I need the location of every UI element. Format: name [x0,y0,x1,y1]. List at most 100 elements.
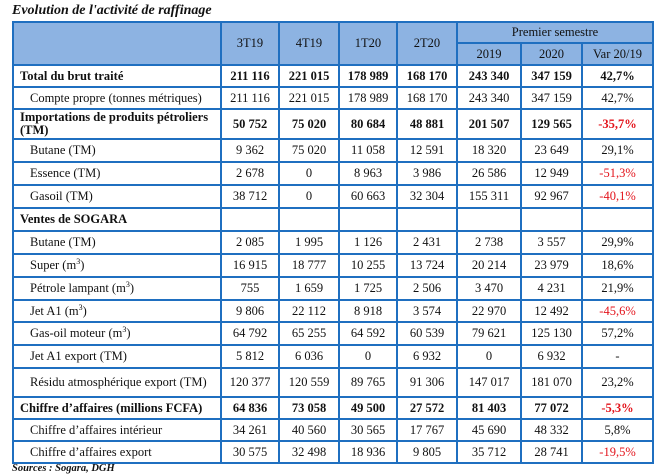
table-cell: 12 949 [520,161,583,186]
row-label: Butane (TM) [12,138,222,163]
table-cell: 125 130 [520,321,583,346]
table-cell: 120 559 [278,367,340,398]
table-cell [456,207,522,232]
table-cell: 40 560 [278,418,340,442]
table-cell: 3 574 [396,299,458,323]
table-cell: 147 017 [456,367,522,398]
table-row: Total du brut traité 211 116 221 015 178 98… [12,64,655,88]
row-label: Jet A1 (m3) [12,299,222,323]
table-cell: 11 058 [338,138,398,163]
table-cell: 64 836 [220,396,280,420]
table-cell: 6 932 [396,344,458,369]
table-cell: 243 340 [456,86,522,110]
table-row: Butane (TM) 9 362 75 020 11 058 12 591 18 320… [12,138,655,163]
table-row: Résidu atmosphérique export (TM) 120 377 1… [12,367,655,398]
table-cell: 50 752 [220,108,280,140]
table-cell: 0 [456,344,522,369]
table-cell: - [580,344,655,369]
table-cell: 243 340 [456,64,522,88]
table-cell: -35,7% [580,108,655,140]
table-cell: 30 575 [220,440,280,464]
table-row: Jet A1 export (TM) 5 812 6 036 0 6 932 0 6 932… [12,344,655,369]
table-cell: 18 777 [278,253,340,278]
row-label: Importations de produits pétroliers (TM) [12,108,222,140]
table-cell: 29,1% [580,138,655,163]
table-cell: 23 649 [520,138,583,163]
table-cell: 27 572 [396,396,458,420]
table-row: Gasoil (TM) 38 712 0 60 663 32 304 155 311 92 … [12,184,655,209]
row-label: Chiffre d’affaires (millions FCFA) [12,396,222,420]
col-header: 2019 [456,42,522,66]
table-cell: 1 995 [278,230,340,255]
table-cell: 22 112 [278,299,340,323]
table-cell: -19,5% [580,440,655,464]
header-empty [12,21,222,66]
table-cell: 92 967 [520,184,583,209]
table-cell: 49 500 [338,396,398,420]
table-cell: 81 403 [456,396,522,420]
table-cell: 18 936 [338,440,398,464]
table-cell: 42,7% [580,86,655,110]
table-cell: 64 592 [338,321,398,346]
table-cell: 26 586 [456,161,522,186]
table-cell: 221 015 [278,86,340,110]
row-label: Chiffre d’affaires intérieur [12,418,222,442]
table-cell: 120 377 [220,367,280,398]
table-cell: 23 979 [520,253,583,278]
table-cell: -51,3% [580,161,655,186]
col-header: 4T19 [278,21,340,66]
table-cell: 48 332 [520,418,583,442]
row-label: Gasoil (TM) [12,184,222,209]
table-cell: 3 986 [396,161,458,186]
table-cell: 45 690 [456,418,522,442]
table-cell: 12 492 [520,299,583,323]
table-cell: 8 963 [338,161,398,186]
table-cell: 32 304 [396,184,458,209]
table-cell: 16 915 [220,253,280,278]
table-row: Compte propre (tonnes métriques) 211 116 2… [12,86,655,110]
source-note: Sources : Sogara, DGH [12,463,115,474]
table-cell: 347 159 [520,86,583,110]
table-cell: 18 320 [456,138,522,163]
table-cell: 211 116 [220,64,280,88]
table-cell: 2 431 [396,230,458,255]
table-cell: 9 362 [220,138,280,163]
row-label: Compte propre (tonnes métriques) [12,86,222,110]
row-label: Pétrole lampant (m3) [12,276,222,301]
table-row: Gas-oil moteur (m3) 64 792 65 255 64 592 60 … [12,321,655,346]
table-cell: 0 [278,184,340,209]
table-cell: 181 070 [520,367,583,398]
row-label: Chiffre d’affaires export [12,440,222,464]
table-row: Essence (TM) 2 678 0 8 963 3 986 26 586 12 949… [12,161,655,186]
table-cell: 2 678 [220,161,280,186]
table-cell: 13 724 [396,253,458,278]
table-cell: 155 311 [456,184,522,209]
row-label: Ventes de SOGARA [12,207,222,232]
table-cell [520,207,583,232]
table-row: Super (m3) 16 915 18 777 10 255 13 724 20 214… [12,253,655,278]
table-cell: 35 712 [456,440,522,464]
table-cell: 0 [278,161,340,186]
table-cell: 20 214 [456,253,522,278]
table-cell: 2 738 [456,230,522,255]
table-cell: 129 565 [520,108,583,140]
table-cell: 178 989 [338,64,398,88]
table-cell: 4 231 [520,276,583,301]
table-cell: 57,2% [580,321,655,346]
table-cell: 38 712 [220,184,280,209]
col-header: 1T20 [338,21,398,66]
table-cell: 60 539 [396,321,458,346]
table-cell: 10 255 [338,253,398,278]
table-cell: 73 058 [278,396,340,420]
table-cell: 168 170 [396,86,458,110]
table-cell: 75 020 [278,138,340,163]
table-cell: 1 725 [338,276,398,301]
row-label: Super (m3) [12,253,222,278]
table-cell: 9 806 [220,299,280,323]
col-header: Var 20/19 [580,42,655,66]
table-cell: 9 805 [396,440,458,464]
table-cell: 178 989 [338,86,398,110]
table-cell: 2 506 [396,276,458,301]
table-row: Chiffre d’affaires (millions FCFA) 64 836… [12,396,655,420]
table-cell: 6 036 [278,344,340,369]
